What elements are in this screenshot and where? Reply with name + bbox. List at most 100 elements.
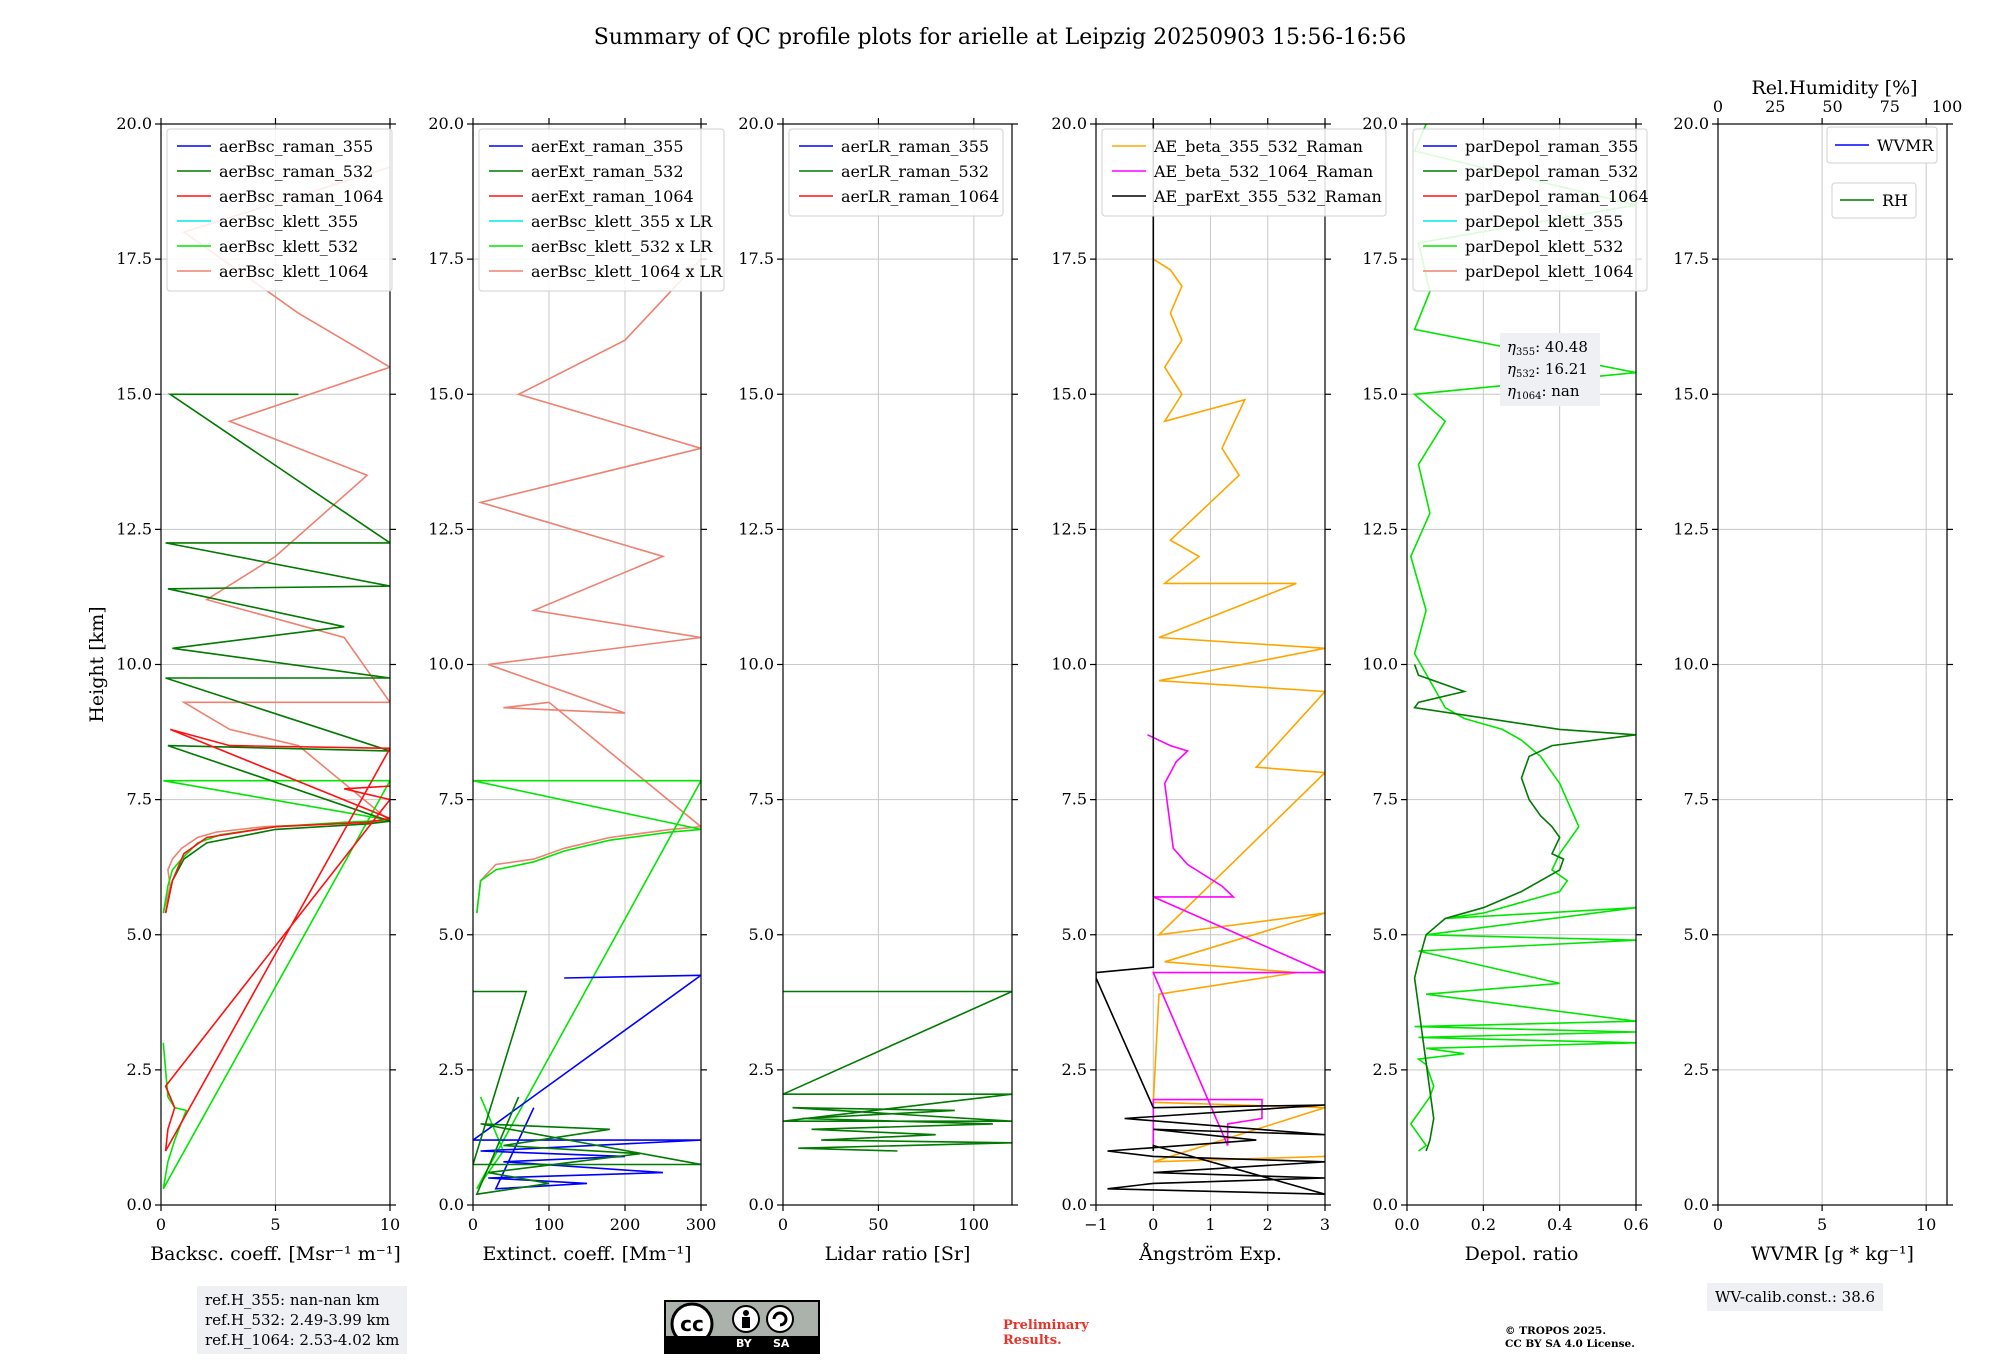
series-AE_parExt_355_532_Raman bbox=[1096, 124, 1325, 1195]
y-tick-label: 7.5 bbox=[1684, 790, 1709, 809]
x-tick-label: 0 bbox=[468, 1215, 478, 1234]
y-tick-label: 5.0 bbox=[749, 925, 774, 944]
y-tick-label: 17.5 bbox=[1051, 249, 1087, 268]
y-tick-label: 7.5 bbox=[439, 790, 464, 809]
series-aerBsc_klett_1064 bbox=[162, 166, 390, 914]
y-tick-label: 12.5 bbox=[1051, 519, 1087, 538]
legend-angstrom: AE_beta_355_532_Raman AE_beta_532_1064_Ra… bbox=[1101, 128, 1387, 217]
copyright-note: © TROPOS 2025. CC BY SA 4.0 License. bbox=[1505, 1325, 1635, 1351]
y-tick-label: 17.5 bbox=[1362, 249, 1398, 268]
legend-entry: parDepol_raman_532 bbox=[1465, 162, 1638, 181]
y-tick-label: 10.0 bbox=[428, 655, 464, 674]
x-tick-label: 0.0 bbox=[1394, 1215, 1419, 1234]
y-tick-label: 20.0 bbox=[1673, 114, 1709, 133]
panel-angstrom: 0.0 2.5 5.0 7.5 10.0 12.5 15.0 17.5 20.0 −1 0 1 2 3 Ån… bbox=[1051, 114, 1387, 1265]
y-tick-label: 17.5 bbox=[428, 249, 464, 268]
wv-calib-box: WV-calib.const.: 38.6 bbox=[1707, 1283, 1884, 1311]
legend-box bbox=[1826, 126, 1938, 164]
y-tick-label: 17.5 bbox=[116, 249, 152, 268]
series-aerBsc_klett_1064 x LR bbox=[476, 258, 701, 914]
x-axis-label: Backsc. coeff. [Msr⁻¹ m⁻¹] bbox=[150, 1243, 401, 1265]
legend-entry: WVMR bbox=[1877, 136, 1934, 155]
eta-box-bg bbox=[1500, 333, 1600, 406]
x-tick-label: 0 bbox=[156, 1215, 166, 1234]
cc-sa-label: SA bbox=[773, 1337, 790, 1350]
y-axis-label: Height [km] bbox=[86, 606, 108, 722]
series-parDepol_raman_532 bbox=[1413, 664, 1636, 1152]
y-tick-label: 0.0 bbox=[127, 1195, 152, 1214]
x-axis-label: WVMR [g * kg⁻¹] bbox=[1751, 1243, 1914, 1265]
y-tick-label: 12.5 bbox=[1673, 519, 1709, 538]
y-tick-label: 2.5 bbox=[1062, 1060, 1087, 1079]
legend-entry: aerBsc_klett_532 bbox=[219, 237, 358, 256]
rh-tick-label: 50 bbox=[1822, 97, 1842, 116]
copyright-line1: © TROPOS 2025. bbox=[1505, 1325, 1607, 1337]
legend-backscatter: aerBsc_raman_355 aerBsc_raman_532 aerBsc_r… bbox=[166, 128, 393, 292]
y-tick-label: 12.5 bbox=[116, 519, 152, 538]
series-aerLR_raman_532 bbox=[783, 990, 1012, 1152]
x-tick-label: 5 bbox=[270, 1215, 280, 1234]
y-tick-label: 5.0 bbox=[127, 925, 152, 944]
legend-entry: aerLR_raman_532 bbox=[841, 162, 989, 181]
legend-entry: aerExt_raman_532 bbox=[531, 162, 684, 181]
panel-extinction: 0.0 2.5 5.0 7.5 10.0 12.5 15.0 17.5 20.0 0 100 200 3… bbox=[428, 114, 725, 1265]
x-tick-label: 3 bbox=[1320, 1215, 1330, 1234]
x-tick-label: 10 bbox=[380, 1215, 400, 1234]
panel-depolarization: 0.0 2.5 5.0 7.5 10.0 12.5 15.0 17.5 20.0 0.0 0.2 0.… bbox=[1362, 114, 1648, 1265]
ref-height-box: ref.H_355: nan-nan km ref.H_532: 2.49-3.… bbox=[197, 1286, 408, 1354]
y-tick-label: 2.5 bbox=[127, 1060, 152, 1079]
legend-entry: aerBsc_klett_355 x LR bbox=[531, 212, 713, 231]
y-tick-label: 5.0 bbox=[1062, 925, 1087, 944]
y-tick-label: 2.5 bbox=[439, 1060, 464, 1079]
x-axis-label: Lidar ratio [Sr] bbox=[825, 1243, 971, 1265]
x-tick-label: 0.6 bbox=[1623, 1215, 1648, 1234]
series-aerExt_raman_532 bbox=[473, 990, 701, 1196]
y-tick-label: 20.0 bbox=[428, 114, 464, 133]
rh-tick-label: 25 bbox=[1765, 97, 1785, 116]
preliminary-line2: Results. bbox=[1003, 1333, 1062, 1348]
y-tick-label: 10.0 bbox=[116, 655, 152, 674]
legend-box bbox=[1101, 128, 1387, 217]
legend-entry: parDepol_klett_532 bbox=[1465, 237, 1623, 256]
x-tick-label: 2 bbox=[1263, 1215, 1273, 1234]
y-tick-label: 20.0 bbox=[116, 114, 152, 133]
svg-text:cc: cc bbox=[680, 1312, 704, 1336]
rh-axis-label: Rel.Humidity [%] bbox=[1751, 77, 1917, 99]
legend-entry: aerBsc_klett_1064 x LR bbox=[531, 262, 723, 281]
eta-subscript: 355 bbox=[1516, 347, 1535, 358]
legend-entry: aerBsc_klett_1064 bbox=[219, 262, 368, 281]
panel-wvmr: 0.02.55.07.510.012.515.017.520.00 5 10WVMR… bbox=[1673, 77, 1962, 1265]
y-tick-label: 2.5 bbox=[1373, 1060, 1398, 1079]
eta-value: : 40.48 bbox=[1535, 338, 1588, 356]
legend-entry: RH bbox=[1882, 191, 1908, 210]
series-aerBsc_raman_1064 bbox=[164, 728, 390, 1152]
y-tick-label: 15.0 bbox=[1673, 384, 1709, 403]
eta-subscript: 1064 bbox=[1516, 391, 1541, 402]
series-aerBsc_klett_532 x LR bbox=[473, 779, 701, 1190]
preliminary-note: Preliminary Results. bbox=[1003, 1318, 1089, 1348]
panel-lidar-ratio: 0.0 2.5 5.0 7.5 10.0 12.5 15.0 17.5 20.0 0 50 100 Li… bbox=[738, 114, 1018, 1265]
y-tick-label: 12.5 bbox=[738, 519, 774, 538]
rh-tick-label: 0 bbox=[1713, 97, 1723, 116]
y-tick-label: 7.5 bbox=[127, 790, 152, 809]
y-tick-label: 17.5 bbox=[738, 249, 774, 268]
y-tick-label: 15.0 bbox=[116, 384, 152, 403]
x-tick-label: 50 bbox=[868, 1215, 888, 1234]
x-axis-label: Ångström Exp. bbox=[1138, 1243, 1282, 1265]
x-tick-label: 100 bbox=[959, 1215, 990, 1234]
y-tick-label: 0.0 bbox=[749, 1195, 774, 1214]
y-tick-label: 20.0 bbox=[1362, 114, 1398, 133]
series-AE_beta_532_1064_Raman bbox=[1147, 734, 1325, 1146]
y-tick-label: 2.5 bbox=[1684, 1060, 1709, 1079]
y-tick-label: 10.0 bbox=[738, 655, 774, 674]
eta-symbol: η bbox=[1507, 382, 1516, 400]
legend-entry: parDepol_klett_1064 bbox=[1465, 262, 1634, 281]
y-tick-label: 7.5 bbox=[749, 790, 774, 809]
x-tick-label: 0.2 bbox=[1471, 1215, 1496, 1234]
legend-entry: aerLR_raman_1064 bbox=[841, 187, 999, 206]
y-tick-label: 15.0 bbox=[1362, 384, 1398, 403]
y-tick-label: 5.0 bbox=[439, 925, 464, 944]
cc-logo-icon: cc bbox=[670, 1302, 794, 1338]
